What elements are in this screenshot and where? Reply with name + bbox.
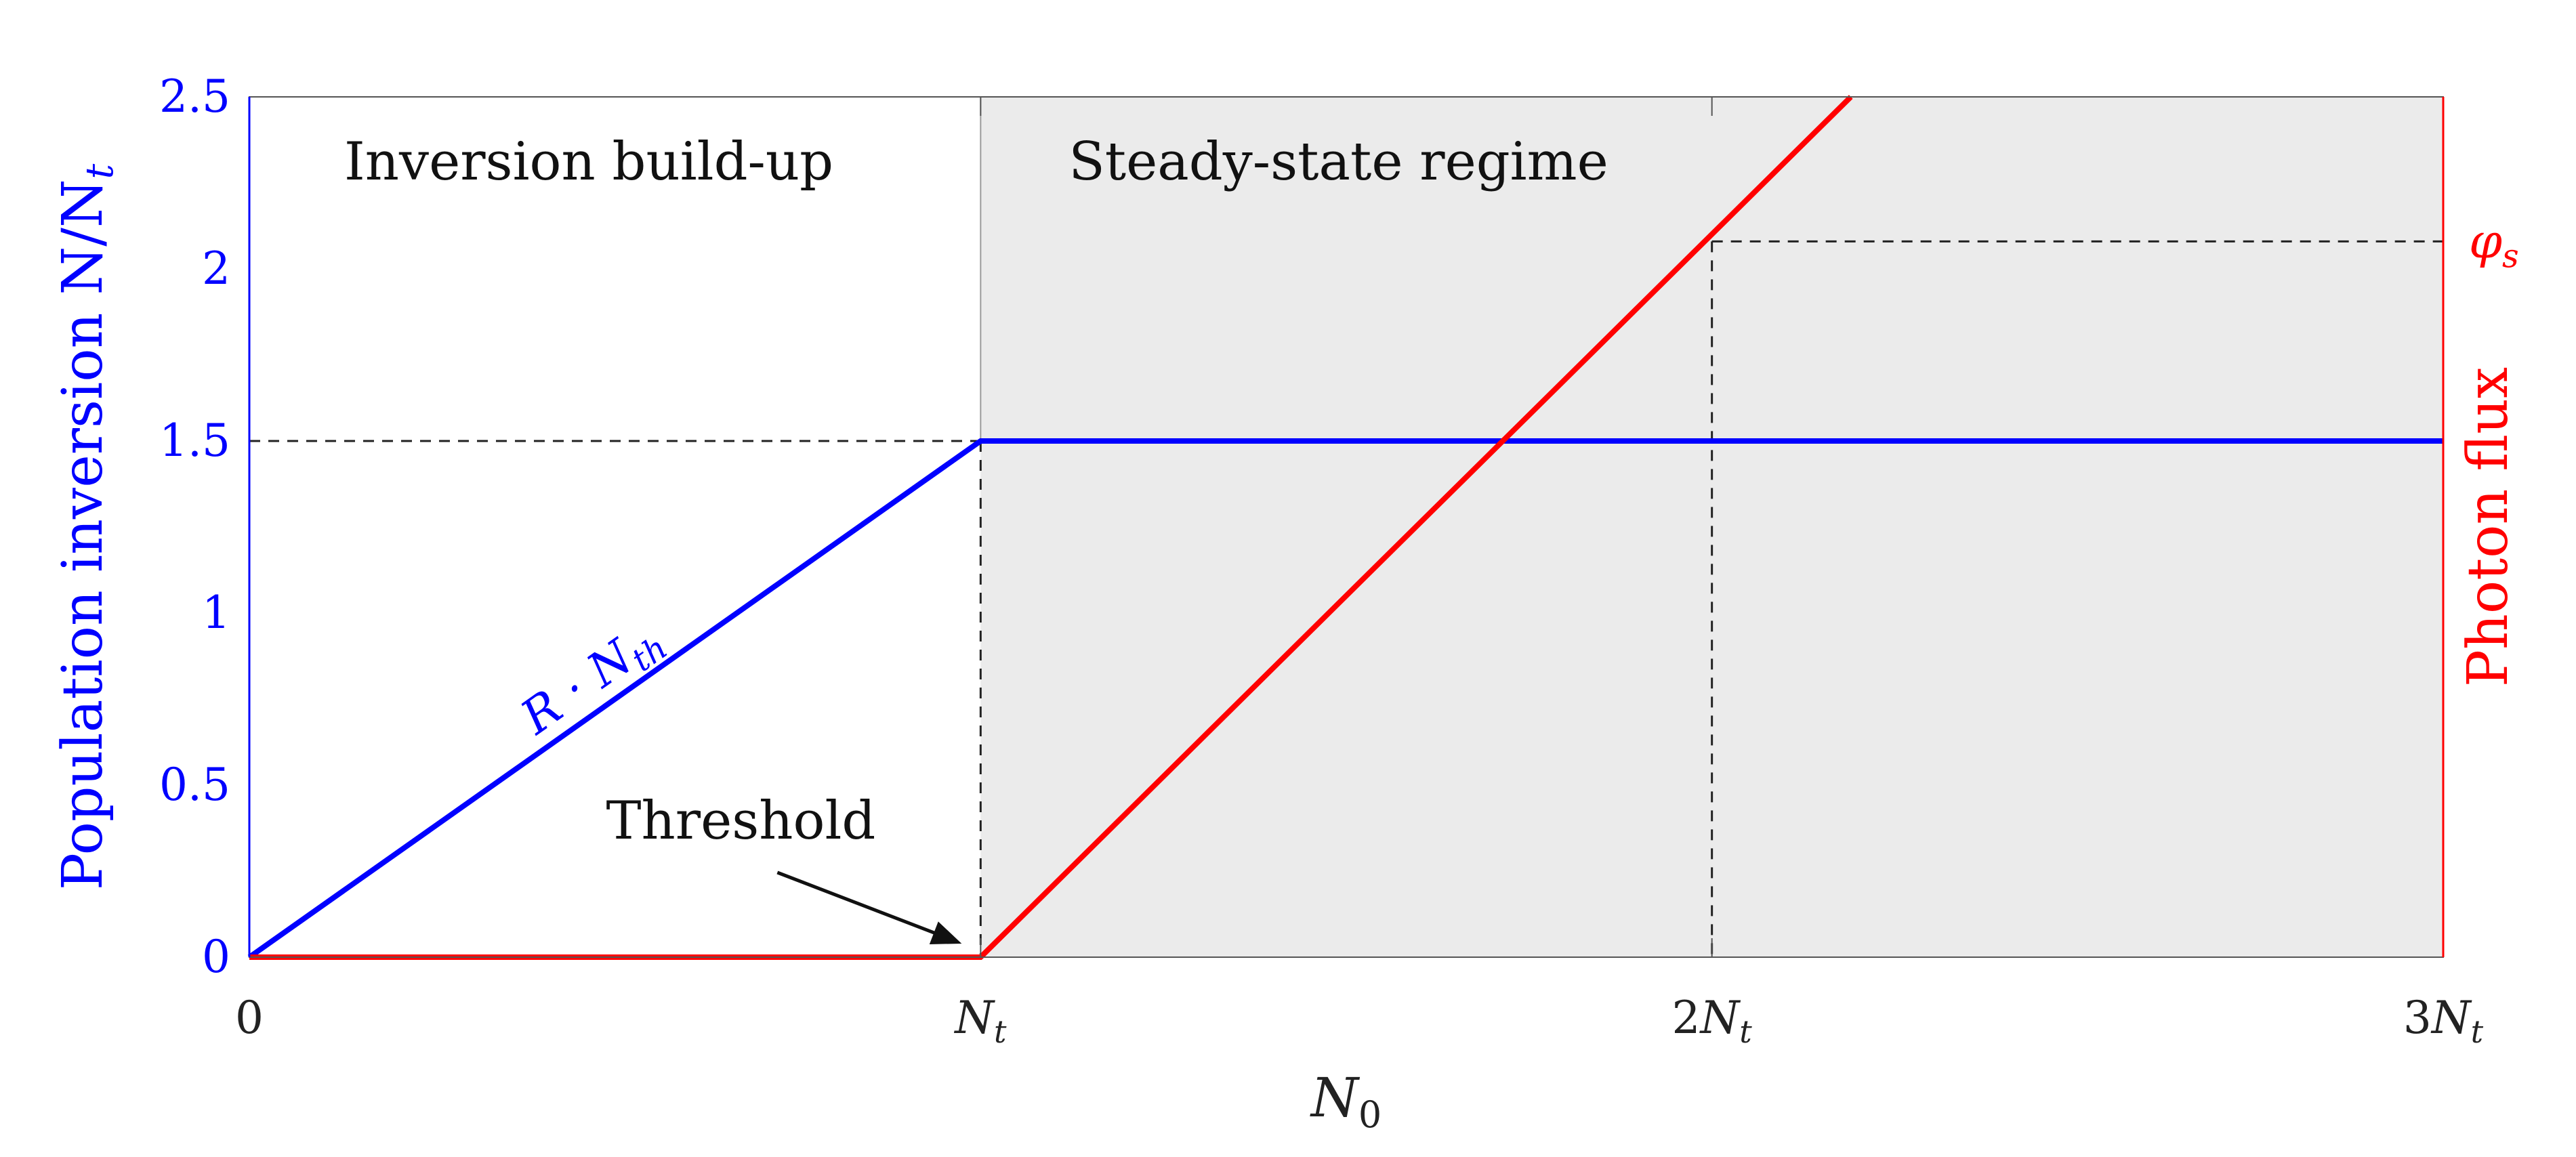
- threshold-label: Threshold: [606, 791, 876, 851]
- y-tick-label: 1: [202, 587, 230, 639]
- y-tick-label: 2: [202, 243, 230, 295]
- threshold-arrow-head: [929, 921, 962, 944]
- y-axis-label-right: Photon flux: [2456, 367, 2520, 687]
- y-axis-label-left: Population inversion N/Nt: [51, 163, 122, 890]
- threshold-arrow-shaft: [776, 870, 949, 940]
- regions-layer: [249, 97, 2443, 957]
- y-tick-label: 0.5: [159, 759, 230, 811]
- phi-s-label: φs: [2469, 213, 2519, 275]
- x-tick-label: Nt: [953, 992, 1007, 1050]
- ticks-layer: 0 0.5 1 1.5 2 2.5 0 Nt 2Nt 3Nt: [159, 70, 2484, 1050]
- region-label-0: Inversion build-up: [344, 131, 833, 192]
- region-label-1: Steady-state regime: [1068, 131, 1608, 192]
- x-tick-label: 2Nt: [1672, 992, 1753, 1050]
- x-tick-label: 3Nt: [2403, 992, 2484, 1050]
- gridlines-layer: [249, 97, 2443, 957]
- series-line-population_inversion: [247, 438, 2443, 960]
- y-tick-label: 0: [202, 931, 230, 983]
- y-tick-label: 2.5: [159, 70, 230, 123]
- x-axis-label: N0: [1310, 1066, 1382, 1136]
- x-tick-label: 0: [235, 992, 264, 1044]
- y-tick-label: 1.5: [159, 415, 230, 467]
- labels-layer: Inversion build-up Steady-state regime N0 P…: [51, 131, 2520, 1136]
